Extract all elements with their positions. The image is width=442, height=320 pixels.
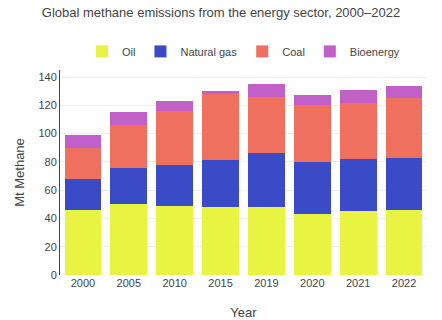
svg-text:Coal: Coal <box>282 46 305 58</box>
svg-text:40: 40 <box>45 212 57 224</box>
svg-text:2010: 2010 <box>162 277 186 289</box>
svg-text:20: 20 <box>45 241 57 253</box>
svg-text:100: 100 <box>38 127 56 139</box>
svg-text:60: 60 <box>45 184 57 196</box>
svg-text:Oil: Oil <box>122 46 135 58</box>
svg-text:120: 120 <box>38 99 56 111</box>
svg-text:2000: 2000 <box>71 277 95 289</box>
svg-text:Mt Methane: Mt Methane <box>12 138 27 207</box>
svg-text:Natural gas: Natural gas <box>180 46 237 58</box>
svg-text:2005: 2005 <box>117 277 141 289</box>
svg-text:Bioenergy: Bioenergy <box>350 46 400 58</box>
svg-text:2021: 2021 <box>346 277 370 289</box>
svg-text:2022: 2022 <box>392 277 416 289</box>
svg-text:2015: 2015 <box>208 277 232 289</box>
svg-text:80: 80 <box>45 156 57 168</box>
svg-text:Global methane emissions from: Global methane emissions from the energy… <box>42 5 400 20</box>
svg-text:2020: 2020 <box>300 277 324 289</box>
svg-text:2019: 2019 <box>254 277 278 289</box>
svg-text:0: 0 <box>51 269 57 281</box>
svg-text:140: 140 <box>38 71 56 83</box>
svg-text:Year: Year <box>230 305 257 320</box>
